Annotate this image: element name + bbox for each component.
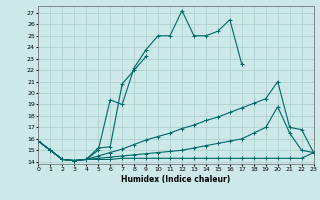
X-axis label: Humidex (Indice chaleur): Humidex (Indice chaleur) <box>121 175 231 184</box>
